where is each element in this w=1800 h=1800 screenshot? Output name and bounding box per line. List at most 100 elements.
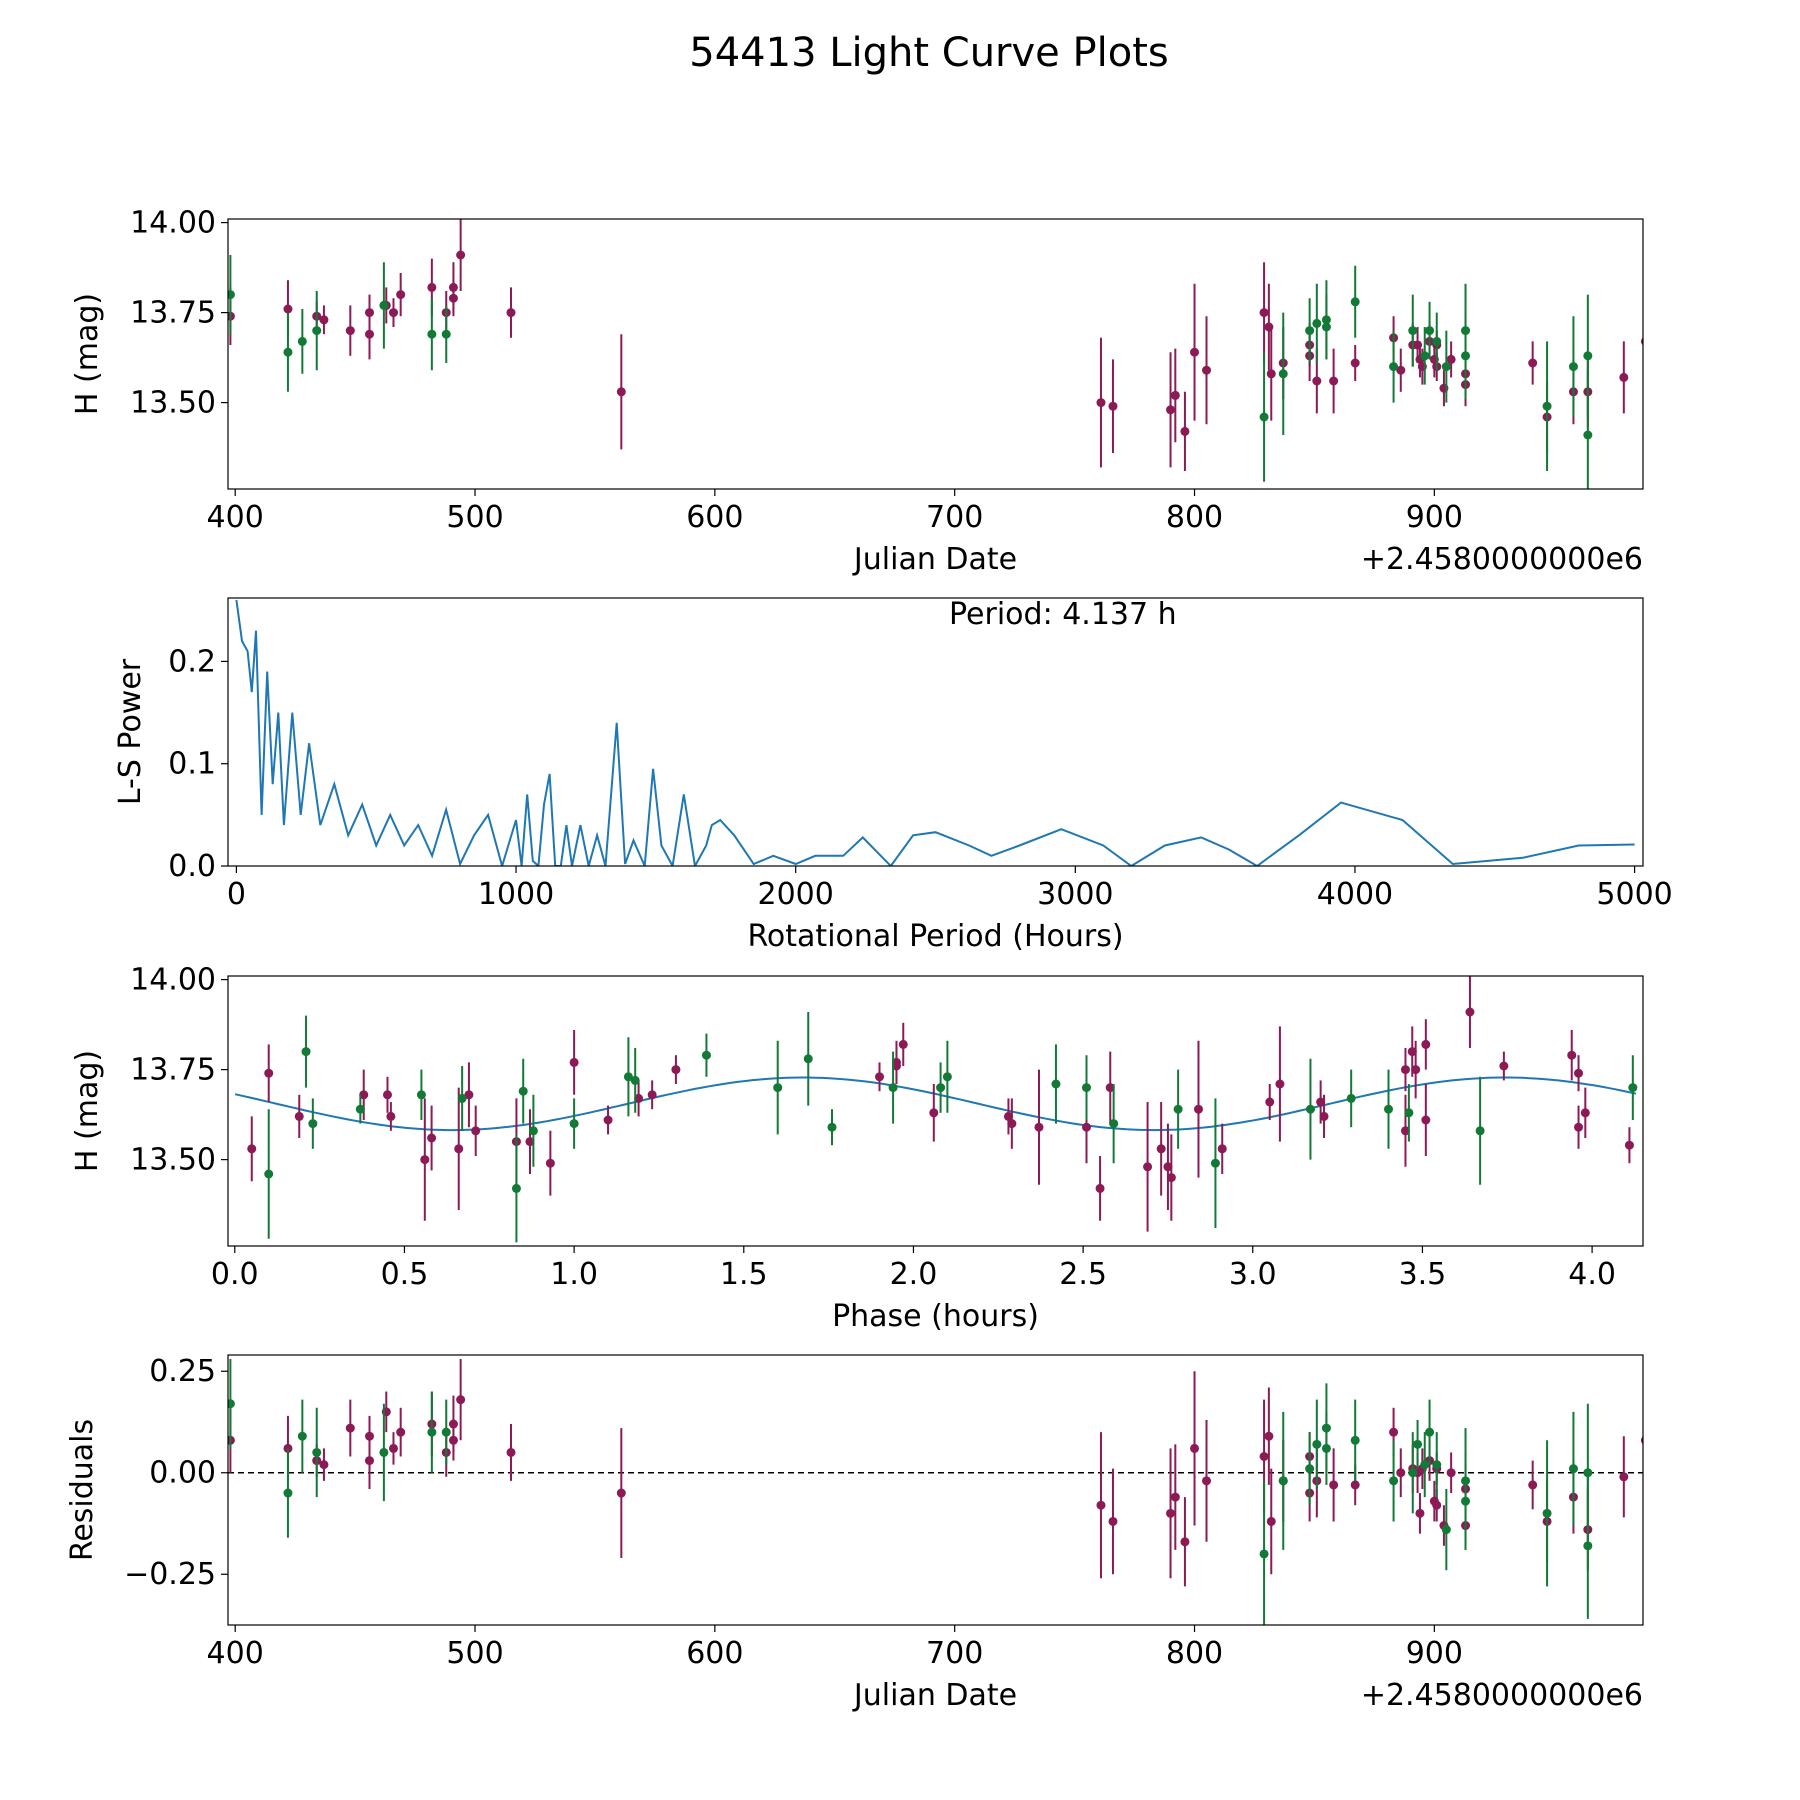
data-point (1425, 1427, 1435, 1437)
data-point (1408, 326, 1418, 336)
data-point (634, 1093, 644, 1103)
plot-area (235, 599, 1635, 866)
data-point (388, 1443, 398, 1453)
x-tick-label: 2000 (757, 877, 833, 912)
data-point (1312, 318, 1322, 328)
data-point (1163, 1162, 1173, 1172)
data-point (1461, 1496, 1471, 1506)
x-axis-label: Julian Date (852, 1678, 1017, 1713)
data-point (441, 1427, 451, 1437)
data-point (1619, 1472, 1629, 1482)
y-tick-label: 14.00 (130, 206, 216, 241)
y-tick-label: 13.75 (130, 1053, 216, 1088)
data-point (1528, 358, 1538, 368)
data-point (1266, 369, 1276, 379)
data-point (427, 1133, 437, 1143)
data-point (1432, 1500, 1442, 1510)
data-point (1003, 1111, 1013, 1121)
data-point (1193, 1104, 1203, 1114)
y-tick-label: 13.75 (130, 296, 216, 331)
data-point (427, 282, 437, 292)
y-tick-label: 0.25 (149, 1354, 216, 1389)
data-point (528, 1126, 538, 1136)
panel-phased: 0.0 0.5 1.0 1.5 2.0 2.5 3.0 3.5 4.0 13.50 13.75 14.… (70, 963, 1644, 1334)
data-point (569, 1119, 579, 1129)
data-point (1421, 1039, 1431, 1049)
data-point (518, 1086, 528, 1096)
data-point (1446, 354, 1456, 364)
data-point (1408, 1468, 1418, 1478)
data-point (1574, 1122, 1584, 1132)
data-point (1441, 362, 1451, 372)
figure-title: 54413 Light Curve Plots (689, 30, 1168, 76)
data-point (386, 1111, 396, 1121)
data-point (671, 1065, 681, 1075)
data-point (1542, 1508, 1552, 1518)
data-point (365, 1431, 374, 1441)
model-fit-curve (234, 1076, 1637, 1132)
data-point (1259, 412, 1269, 422)
data-point (1624, 1140, 1634, 1150)
data-point (308, 1119, 318, 1129)
data-point (456, 250, 466, 260)
data-point (1415, 1508, 1425, 1518)
data-point (1321, 315, 1331, 325)
data-point (1170, 1492, 1180, 1502)
x-tick-label: 500 (446, 500, 503, 535)
data-point (803, 1054, 813, 1064)
data-point (1095, 1183, 1105, 1193)
data-point (382, 1090, 392, 1100)
data-point (1542, 401, 1552, 411)
data-point (506, 1447, 516, 1457)
data-point (1389, 1476, 1399, 1486)
data-point (1180, 426, 1190, 436)
data-point (365, 329, 374, 339)
data-point (1574, 1068, 1584, 1078)
data-point (1312, 1439, 1322, 1449)
y-tick-label: 13.50 (130, 386, 216, 421)
x-tick-label: 3.0 (1229, 1257, 1277, 1292)
periodogram-line (235, 599, 1635, 866)
data-point (457, 1093, 467, 1103)
data-point (1396, 1468, 1406, 1478)
data-point (942, 1072, 952, 1082)
data-point (1499, 1061, 1509, 1071)
data-point (1259, 1549, 1269, 1559)
x-tick-label: 900 (1406, 1636, 1463, 1671)
data-point (525, 1137, 535, 1147)
data-point (1312, 376, 1322, 386)
x-tick-label: 3.5 (1399, 1257, 1447, 1292)
data-point (427, 329, 437, 339)
data-point (1404, 1108, 1414, 1118)
y-axis-label: Residuals (65, 1419, 100, 1561)
data-point (1350, 297, 1360, 307)
data-point (1210, 1158, 1220, 1168)
data-point (1628, 1083, 1638, 1093)
x-tick-label: 400 (207, 500, 264, 535)
data-point (1217, 1144, 1227, 1154)
x-tick-label: 2.5 (1059, 1257, 1107, 1292)
panel-residuals: 400 500 600 700 800 900 −0.25 0.00 0.25 Julian Da… (65, 1354, 1644, 1713)
data-point (1568, 1464, 1578, 1474)
data-point (228, 1399, 235, 1409)
data-point (888, 1083, 898, 1093)
x-tick-label: 4.0 (1568, 1257, 1616, 1292)
data-point (1567, 1050, 1577, 1060)
data-point (264, 1169, 274, 1179)
x-tick-label: 5000 (1596, 877, 1672, 912)
data-point (1384, 1104, 1394, 1114)
x-axis-label: Phase (hours) (832, 1299, 1039, 1334)
data-point (936, 1083, 946, 1093)
data-point (247, 1144, 257, 1154)
y-axis-label: H (mag) (70, 1050, 105, 1172)
period-annotation: Period: 4.137 h (949, 597, 1177, 632)
data-point (1350, 1435, 1360, 1445)
x-tick-label: 600 (686, 1636, 743, 1671)
y-axis-label: L-S Power (113, 658, 148, 805)
data-point (1321, 1423, 1331, 1433)
data-point (891, 1057, 901, 1067)
data-point (569, 1057, 579, 1067)
panel-periodogram: 0 1000 2000 3000 4000 5000 0.0 0.1 0.2 Rotational… (113, 597, 1673, 954)
x-tick-label: 0.0 (211, 1257, 259, 1292)
